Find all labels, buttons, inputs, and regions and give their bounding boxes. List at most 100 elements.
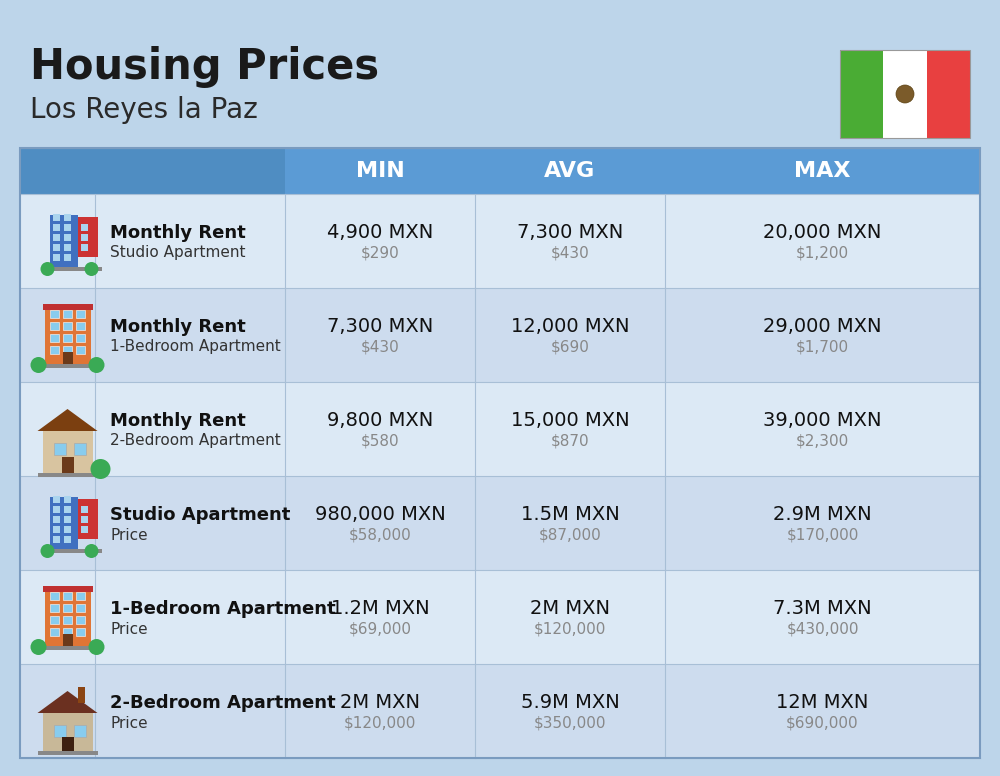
Bar: [20, 476, 980, 570]
Bar: [76, 310, 84, 318]
Circle shape: [896, 85, 914, 103]
Bar: [80, 244, 88, 251]
Bar: [64, 214, 70, 221]
Polygon shape: [38, 409, 98, 431]
Bar: [76, 604, 84, 612]
Bar: [44, 588, 90, 646]
Bar: [20, 570, 980, 664]
Bar: [62, 310, 72, 318]
Bar: [62, 628, 72, 636]
Bar: [54, 443, 66, 455]
Bar: [76, 322, 84, 330]
Text: 1.2M MXN: 1.2M MXN: [331, 598, 429, 618]
Bar: [20, 148, 980, 758]
Text: 980,000 MXN: 980,000 MXN: [315, 504, 445, 524]
Bar: [62, 634, 72, 646]
Bar: [883, 50, 927, 138]
Text: 29,000 MXN: 29,000 MXN: [763, 317, 882, 335]
Circle shape: [90, 459, 110, 479]
Text: Price: Price: [110, 622, 148, 636]
Text: $430: $430: [361, 340, 399, 355]
Bar: [64, 496, 70, 503]
Bar: [76, 616, 84, 624]
Bar: [20, 148, 980, 194]
Text: 15,000 MXN: 15,000 MXN: [511, 411, 629, 429]
Text: MAX: MAX: [794, 161, 851, 181]
Bar: [840, 50, 883, 138]
Bar: [80, 506, 88, 513]
Text: Price: Price: [110, 528, 148, 542]
Bar: [80, 234, 88, 241]
Text: 2M MXN: 2M MXN: [340, 692, 420, 712]
Bar: [52, 254, 60, 261]
Bar: [52, 506, 60, 513]
Bar: [74, 725, 86, 737]
Text: 4,900 MXN: 4,900 MXN: [327, 223, 433, 241]
Text: 1-Bedroom Apartment: 1-Bedroom Apartment: [110, 600, 336, 618]
Text: 12,000 MXN: 12,000 MXN: [511, 317, 629, 335]
Bar: [78, 217, 98, 257]
Circle shape: [84, 262, 98, 276]
Text: 1-Bedroom Apartment: 1-Bedroom Apartment: [110, 340, 281, 355]
Bar: [42, 304, 92, 310]
Text: Studio Apartment: Studio Apartment: [110, 245, 246, 261]
Text: $87,000: $87,000: [539, 528, 601, 542]
Text: $350,000: $350,000: [534, 715, 606, 730]
Polygon shape: [38, 691, 98, 713]
Text: $170,000: $170,000: [786, 528, 859, 542]
Bar: [42, 364, 92, 368]
Text: 2M MXN: 2M MXN: [530, 598, 610, 618]
Bar: [52, 234, 60, 241]
Text: $290: $290: [361, 245, 399, 261]
Text: $58,000: $58,000: [349, 528, 411, 542]
Text: $870: $870: [551, 434, 589, 449]
Bar: [76, 334, 84, 342]
Text: 7,300 MXN: 7,300 MXN: [327, 317, 433, 335]
Text: 7.3M MXN: 7.3M MXN: [773, 598, 872, 618]
Text: Price: Price: [110, 715, 148, 730]
Bar: [42, 713, 92, 751]
Bar: [46, 549, 102, 553]
Bar: [50, 592, 58, 600]
Bar: [50, 497, 78, 549]
Text: $690: $690: [551, 340, 589, 355]
Text: 5.9M MXN: 5.9M MXN: [521, 692, 619, 712]
Bar: [50, 604, 58, 612]
Bar: [927, 50, 970, 138]
Bar: [62, 457, 74, 473]
Bar: [50, 616, 58, 624]
Bar: [46, 267, 102, 271]
Bar: [50, 346, 58, 354]
Circle shape: [30, 639, 46, 655]
Bar: [52, 536, 60, 543]
Circle shape: [88, 639, 104, 655]
Bar: [64, 244, 70, 251]
Bar: [64, 516, 70, 523]
Bar: [840, 50, 970, 138]
Text: 39,000 MXN: 39,000 MXN: [763, 411, 882, 429]
Text: $120,000: $120,000: [534, 622, 606, 636]
Bar: [80, 526, 88, 533]
Bar: [76, 592, 84, 600]
Bar: [62, 334, 72, 342]
Bar: [62, 604, 72, 612]
Circle shape: [88, 357, 104, 373]
Bar: [38, 751, 98, 755]
Bar: [74, 443, 86, 455]
Bar: [38, 473, 98, 477]
Bar: [50, 334, 58, 342]
Bar: [42, 586, 92, 592]
Text: AVG: AVG: [544, 161, 596, 181]
Text: 12M MXN: 12M MXN: [776, 692, 869, 712]
Text: Monthly Rent: Monthly Rent: [110, 318, 246, 336]
Text: Studio Apartment: Studio Apartment: [110, 506, 290, 524]
Text: 2.9M MXN: 2.9M MXN: [773, 504, 872, 524]
Bar: [50, 215, 78, 267]
Bar: [52, 214, 60, 221]
Text: 2-Bedroom Apartment: 2-Bedroom Apartment: [110, 694, 336, 712]
Circle shape: [40, 544, 54, 558]
Bar: [64, 234, 70, 241]
Bar: [20, 194, 980, 288]
Bar: [52, 526, 60, 533]
Circle shape: [40, 262, 54, 276]
